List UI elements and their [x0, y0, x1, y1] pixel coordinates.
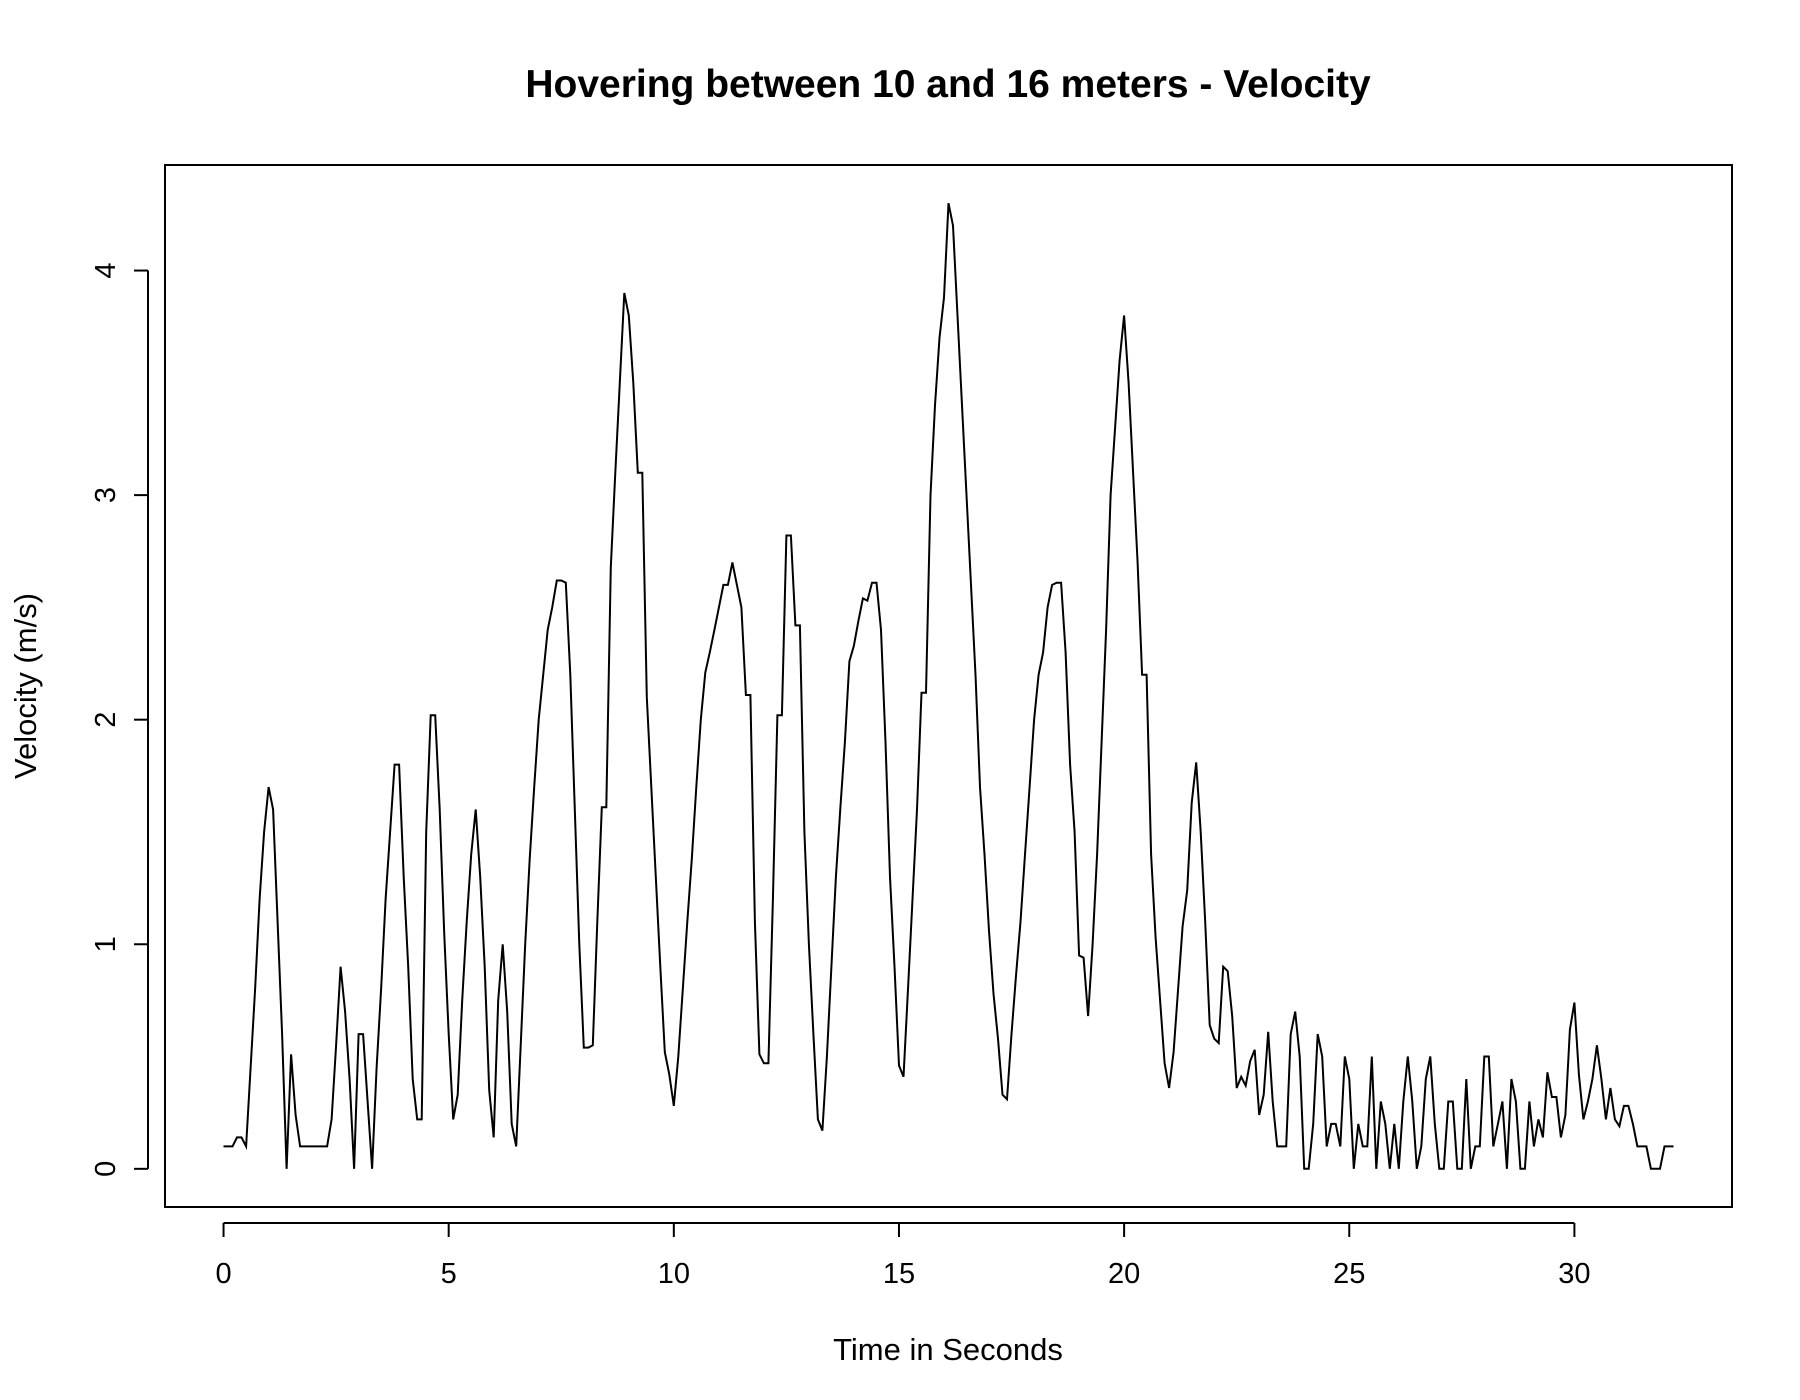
- x-axis-label: Time in Seconds: [833, 1332, 1063, 1367]
- x-tick-label: 0: [215, 1258, 231, 1290]
- x-tick-label: 10: [658, 1258, 690, 1290]
- x-tick-label: 20: [1108, 1258, 1140, 1290]
- y-tick-label: 1: [90, 936, 122, 952]
- velocity-series-line: [223, 203, 1674, 1170]
- x-axis: 0 5 10 15 20 25 30: [215, 1222, 1591, 1290]
- x-tick-label: 5: [441, 1258, 457, 1290]
- y-tick-label: 3: [90, 487, 122, 503]
- y-tick-label: 2: [90, 712, 122, 728]
- y-tick-label: 0: [90, 1161, 122, 1177]
- x-tick-label: 25: [1333, 1258, 1365, 1290]
- chart-title: Hovering between 10 and 16 meters - Velo…: [525, 63, 1371, 106]
- y-tick-label: 4: [90, 262, 122, 278]
- series-group: [223, 203, 1674, 1170]
- plot-frame: [164, 164, 1733, 1208]
- x-tick-label: 15: [883, 1258, 915, 1290]
- x-tick-label: 30: [1558, 1258, 1590, 1290]
- y-axis: 0 1 2 3 4: [90, 262, 149, 1177]
- y-axis-label: Velocity (m/s): [8, 593, 43, 779]
